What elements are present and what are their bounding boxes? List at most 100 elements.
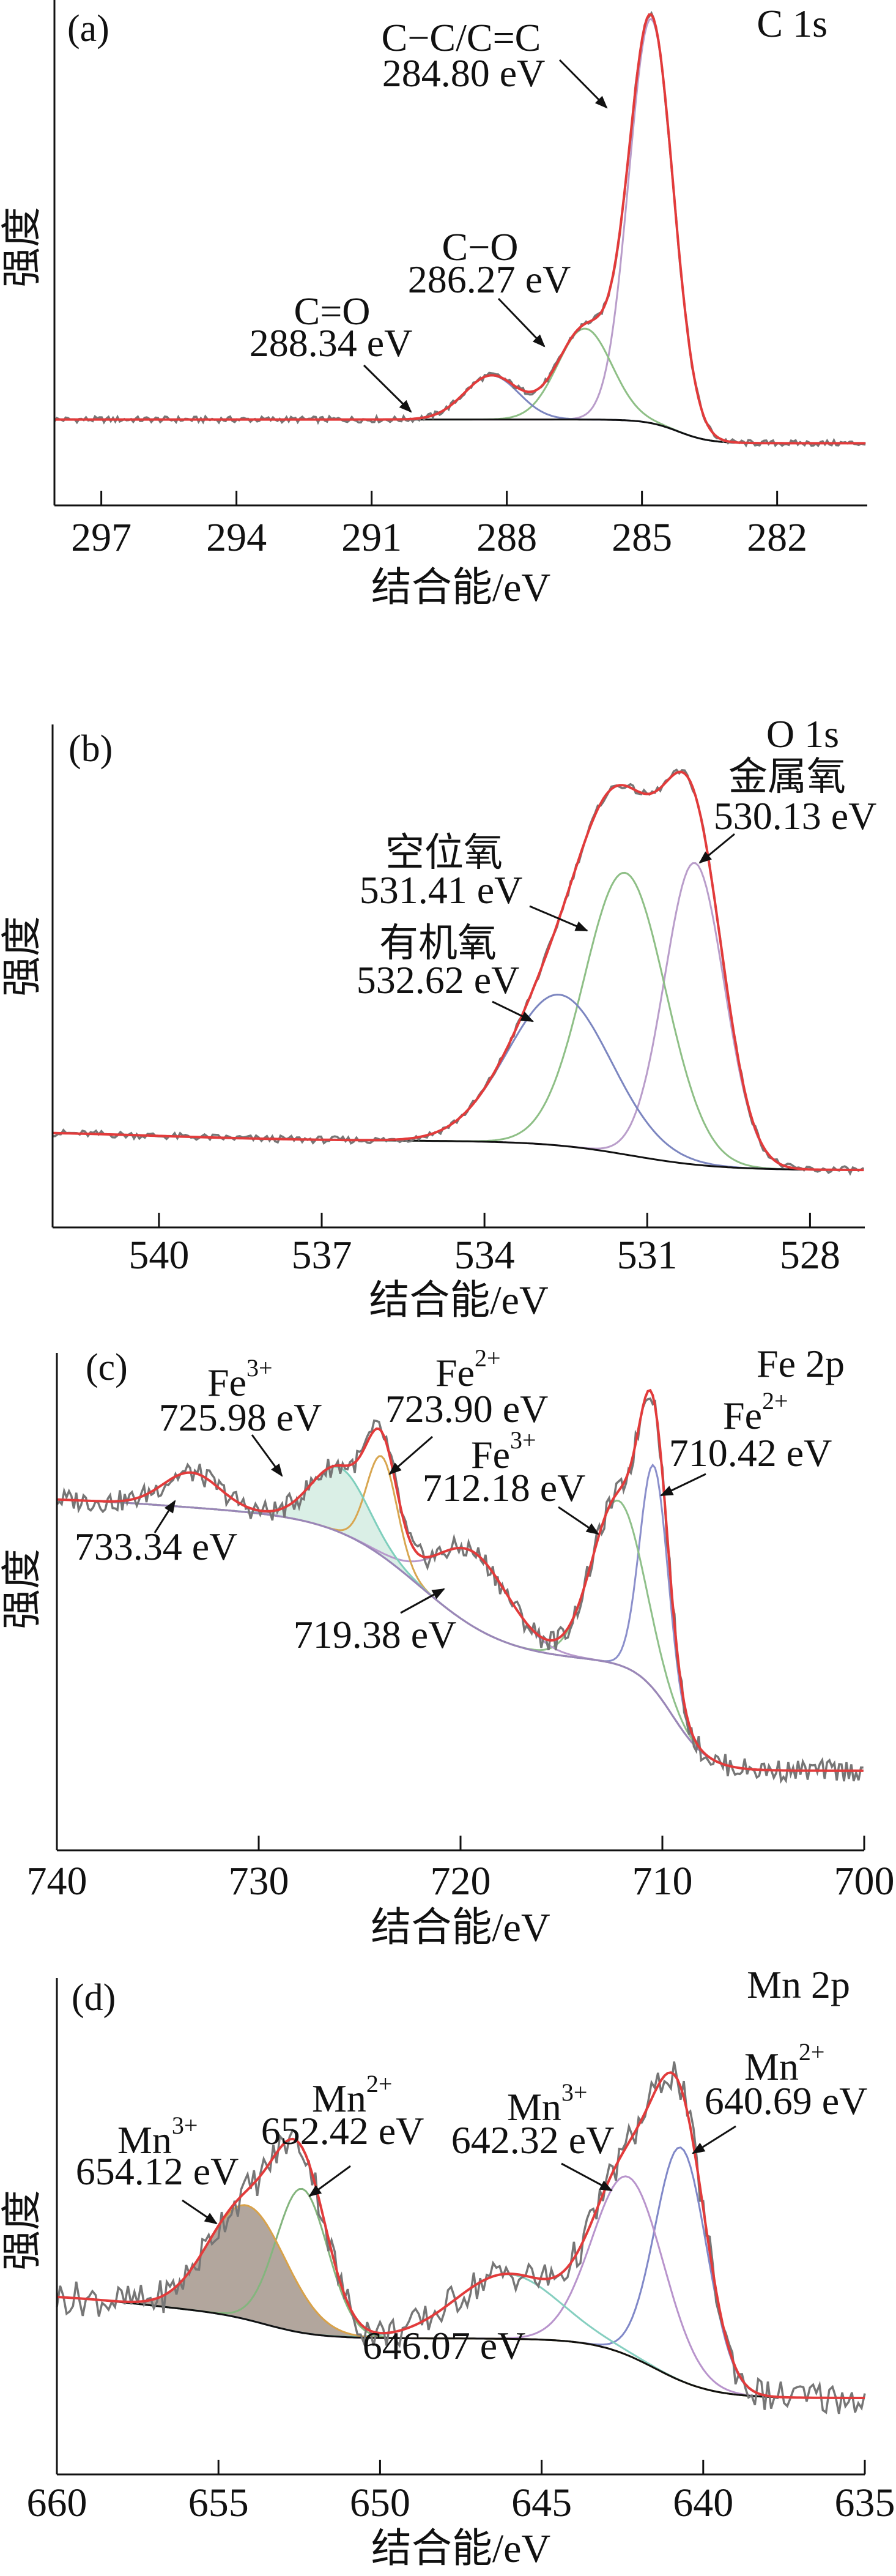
peak-energy-label: 286.27 eV [408, 258, 571, 301]
y-axis-title: 强度 [0, 916, 45, 997]
peak-energy-label: 642.32 eV [451, 2118, 615, 2162]
peak-annotation: Fe3+725.98 eV [159, 1354, 322, 1477]
spectrum-title: O 1s [766, 712, 839, 756]
peak-species-label: Fe3+ [471, 1426, 536, 1476]
panel-a: 297 294 291 288 285 282 结合能/eV 强度 (a) C 1s C−C/C=C… [0, 0, 867, 610]
arrow-icon [529, 905, 588, 932]
species-text: Fe [723, 1394, 762, 1437]
charge-superscript: 3+ [172, 2112, 198, 2139]
x-tick-label: 720 [431, 1859, 491, 1904]
arrow-icon [363, 364, 412, 413]
peak-species-label: 金属氧 [728, 755, 846, 798]
arrow-icon [182, 2199, 218, 2225]
x-tick-label: 740 [27, 1859, 87, 1904]
x-tick-label: 534 [454, 1233, 515, 1278]
y-axis-title: 强度 [0, 207, 45, 288]
fitted-envelope [56, 1388, 864, 1772]
peak-energy-label: 284.80 eV [382, 51, 546, 95]
species-text: C−C/C=C [382, 16, 541, 59]
arrow-icon [388, 1435, 433, 1475]
peak-annotation: Mn3+654.12 eV [76, 2112, 239, 2225]
peak-species-label: 空位氧 [385, 831, 503, 874]
x-tick-label: 537 [292, 1233, 352, 1278]
peak-energy-label: 723.90 eV [385, 1387, 549, 1431]
x-tick-label: 655 [188, 2481, 249, 2525]
charge-superscript: 3+ [510, 1426, 536, 1454]
peak-energy-label: 646.07 eV [363, 2324, 526, 2367]
spectrum-title: Mn 2p [747, 1963, 850, 2006]
charge-superscript: 2+ [475, 1344, 501, 1372]
peak-species-label: Mn3+ [507, 2079, 587, 2129]
peak-energy-label: 710.42 eV [669, 1431, 832, 1475]
peak-species-label: Mn2+ [744, 2038, 824, 2088]
spectrum-title: Fe 2p [757, 1342, 845, 1385]
peak-energy-label: 288.34 eV [250, 321, 413, 365]
peak-annotation: 733.34 eV [75, 1500, 237, 1568]
x-tick-label: 282 [747, 515, 807, 560]
charge-superscript: 2+ [799, 2038, 825, 2066]
peak-species-label: Mn2+ [312, 2070, 392, 2120]
component-shaded-area [57, 2205, 865, 2398]
peak-energy-label: 532.62 eV [357, 958, 520, 1002]
component-curve-5 [56, 1472, 864, 1772]
arrow-icon [400, 1588, 445, 1614]
peak-annotation: 646.07 eV [363, 2324, 526, 2367]
species-text: C−O [442, 225, 519, 269]
y-axis-title: 强度 [0, 1549, 45, 1629]
charge-superscript: 3+ [561, 2079, 588, 2106]
peak-energy-label: 652.42 eV [261, 2109, 424, 2153]
component-curve-1 [54, 327, 866, 444]
peak-annotation: Fe2+723.90 eV [385, 1344, 549, 1475]
fitted-envelope [52, 770, 864, 1172]
peak-species-label: Mn3+ [117, 2112, 198, 2162]
peak-energy-label: 654.12 eV [76, 2150, 239, 2193]
peak-species-label: Fe2+ [435, 1344, 501, 1394]
x-tick-label: 294 [206, 515, 267, 560]
x-tick-label: 285 [612, 515, 672, 560]
peak-energy-label: 531.41 eV [360, 868, 523, 912]
peak-species-label: C−C/C=C [382, 16, 541, 59]
x-tick-label: 288 [476, 515, 537, 560]
panel-b: 540 537 534 531 528 结合能/eV 强度 (b) O 1s金属氧530.13 … [0, 712, 876, 1323]
species-text: Mn [744, 2045, 799, 2088]
panel-label: (b) [68, 728, 113, 770]
arrow-icon [561, 2162, 613, 2192]
peak-annotation: Mn2+652.42 eV [261, 2070, 424, 2197]
peak-annotation: Fe2+710.42 eV [660, 1387, 832, 1497]
arrow-icon [492, 1000, 534, 1022]
species-text: 空位氧 [385, 831, 503, 874]
y-axis-title: 强度 [0, 2190, 45, 2271]
component-curve-1 [52, 871, 864, 1171]
background-curve [56, 2296, 865, 2399]
panel-label: (d) [72, 1977, 116, 2019]
peak-energy-label: 530.13 eV [714, 794, 877, 838]
spectrum-title: C 1s [757, 2, 828, 45]
x-axis-title: 结合能/eV [371, 1905, 550, 1950]
x-tick-label: 640 [673, 2481, 733, 2525]
panel-label: (a) [67, 8, 109, 50]
x-tick-label: 540 [128, 1233, 189, 1278]
arrow-icon [154, 1500, 176, 1533]
peak-energy-label: 725.98 eV [159, 1396, 322, 1439]
peak-annotation: Mn2+640.69 eV [692, 2038, 868, 2154]
x-tick-label: 297 [71, 515, 131, 560]
species-text: C=O [294, 289, 371, 333]
component-curve-2 [54, 374, 866, 444]
peak-energy-label: 640.69 eV [705, 2079, 868, 2123]
x-axis-title: 结合能/eV [369, 1278, 548, 1323]
species-text: Mn [312, 2077, 366, 2120]
x-axis-title: 结合能/eV [371, 2526, 550, 2571]
arrow-icon [660, 1473, 706, 1497]
charge-superscript: 2+ [762, 1387, 788, 1415]
species-text: 有机氧 [379, 921, 497, 965]
peak-species-label: Fe2+ [723, 1387, 788, 1437]
peak-energy-label: 719.38 eV [294, 1613, 457, 1656]
x-tick-label: 528 [780, 1233, 840, 1278]
x-tick-label: 660 [27, 2481, 87, 2525]
species-text: Mn [117, 2118, 172, 2162]
